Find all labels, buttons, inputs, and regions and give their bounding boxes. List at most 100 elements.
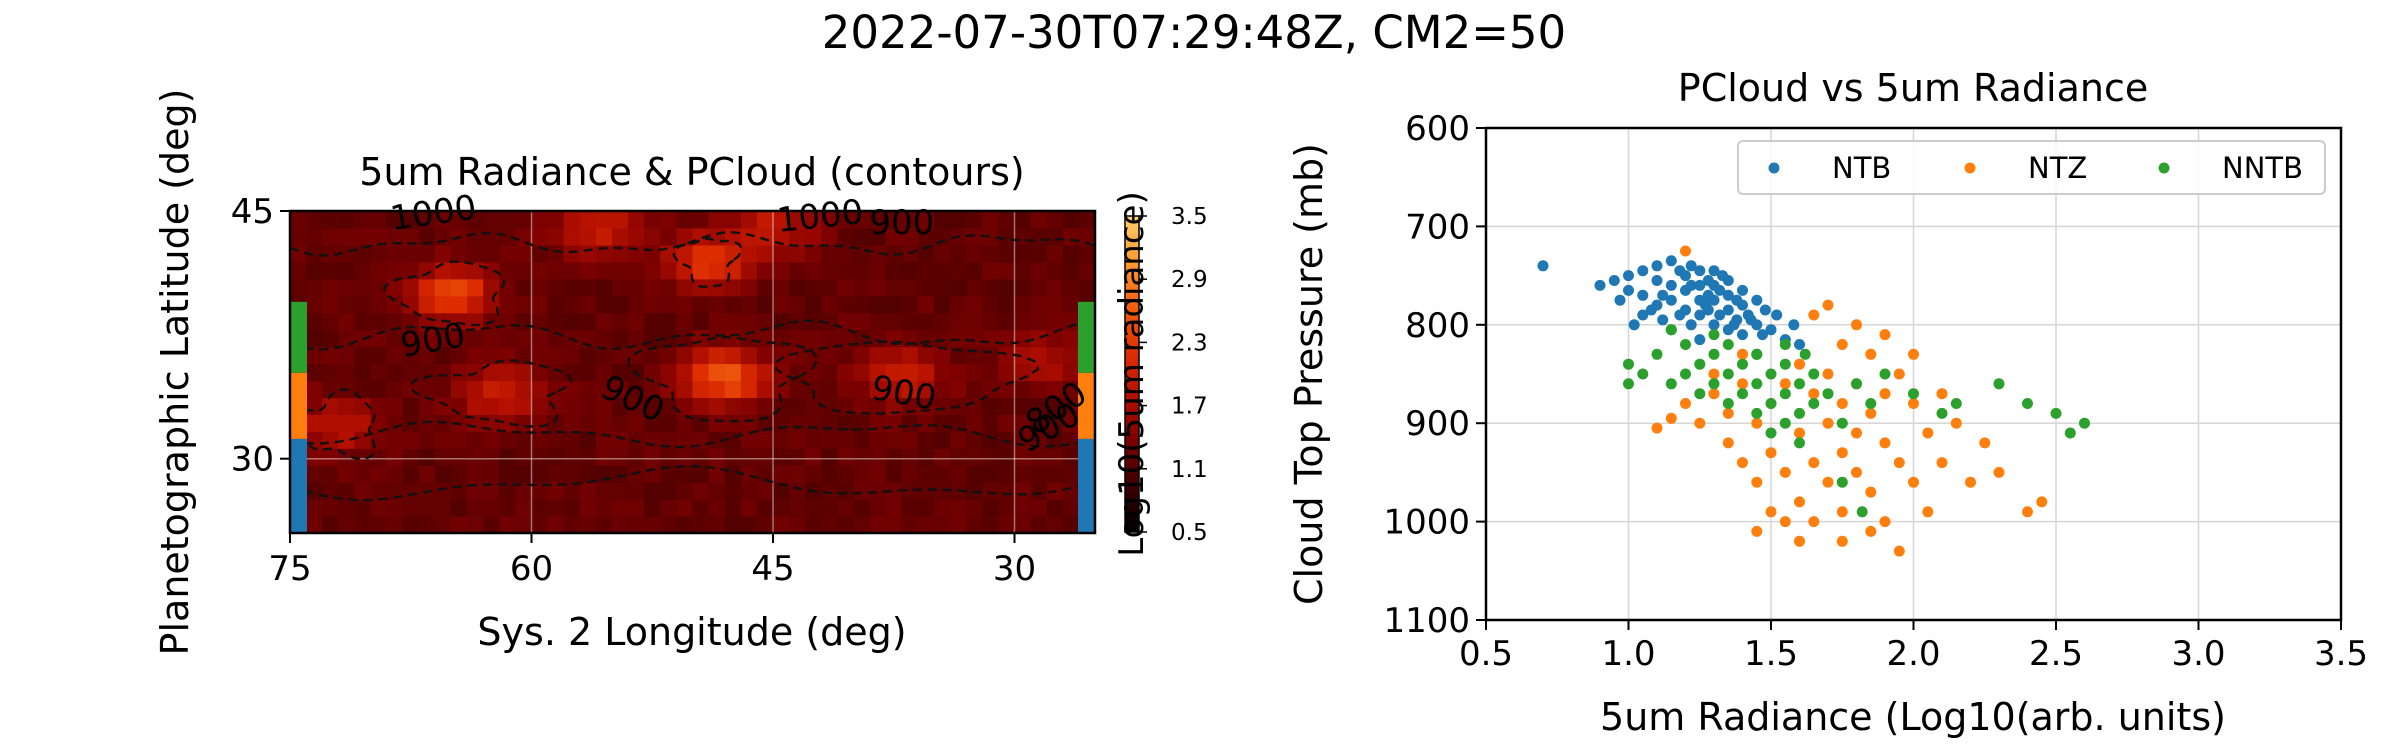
heatmap-cell (547, 431, 565, 449)
heatmap-cell (354, 295, 372, 314)
heatmap-cell (595, 380, 613, 399)
scatter-point (1794, 437, 1805, 449)
heatmap-cell (1078, 278, 1095, 297)
heatmap-cell (837, 397, 855, 415)
heatmap-cell (837, 329, 855, 348)
heatmap-cell (628, 482, 645, 500)
heatmap-cell (628, 516, 645, 533)
heatmap-cell (756, 431, 774, 449)
heatmap-cell (338, 414, 355, 432)
heatmap-cell (660, 227, 677, 246)
heatmap-cell (692, 346, 710, 365)
heatmap-cell (1014, 414, 1032, 432)
heatmap-cell (467, 380, 484, 399)
heatmap-cell (628, 448, 645, 466)
heatmap-cell (644, 448, 661, 466)
heatmap-cell (515, 499, 533, 517)
heatmap-cell (451, 261, 468, 280)
heatmap-cell (499, 414, 516, 432)
heatmap-cell (917, 227, 935, 246)
heatmap-cell (322, 414, 339, 432)
heatmap-cell (338, 211, 355, 229)
heatmap-cell (402, 448, 420, 466)
scatter-point (1722, 407, 1734, 419)
heatmap-cell (676, 363, 694, 382)
legend-label: NTZ (2028, 151, 2087, 185)
scatter-point (1694, 265, 1706, 277)
scatter-point (1765, 398, 1777, 409)
scatter-point (1794, 496, 1805, 508)
heatmap-cell (451, 329, 468, 348)
heatmap-cell (370, 380, 388, 399)
heatmap-cell (660, 295, 677, 314)
heatmap-cell (789, 346, 806, 365)
heatmap-cell (676, 244, 694, 263)
scatter-point (1822, 417, 1834, 429)
heatmap-cell (628, 261, 645, 280)
heatmap-cell (563, 380, 581, 399)
scatter-point (1765, 324, 1777, 336)
heatmap-cell (402, 363, 420, 382)
heatmap-cell (934, 397, 951, 415)
heatmap-cell (724, 499, 742, 517)
heatmap-cell (901, 499, 919, 517)
heatmap-cell (869, 227, 887, 246)
heatmap-cell (724, 278, 742, 297)
heatmap-cell (708, 414, 726, 432)
scatter-point (1836, 506, 1848, 518)
heatmap-cell (306, 414, 323, 432)
heatmap-cell (853, 431, 871, 449)
heatmap-cell (547, 312, 565, 331)
heatmap-cell (917, 312, 935, 331)
heatmap-cell (290, 278, 307, 297)
heatmap-cell (644, 244, 661, 263)
heatmap-cell (773, 380, 790, 399)
heatmap-cell (982, 278, 999, 297)
heatmap-cell (531, 346, 549, 365)
heatmap-cell (1030, 346, 1048, 365)
heatmap-cell (306, 465, 323, 483)
scatter-point (1808, 457, 1820, 469)
heatmap-cell (418, 499, 436, 517)
heatmap-cell (483, 261, 500, 280)
heatmap-cell (950, 278, 967, 297)
scatter-y-tick-label: 1000 (1383, 503, 1470, 543)
scatter-point (1717, 270, 1728, 282)
scatter-x-tick-label: 1.5 (1744, 634, 1798, 674)
heatmap-cell (676, 414, 694, 432)
heatmap-cell (644, 346, 661, 365)
heatmap-cell (773, 516, 790, 533)
heatmap-cell (756, 312, 774, 331)
heatmap-cells (290, 211, 1095, 533)
heatmap-cell (901, 278, 919, 297)
heatmap-cell (966, 499, 983, 517)
heatmap-cell (579, 346, 597, 365)
heatmap-cell (853, 261, 871, 280)
heatmap-cell (290, 227, 307, 246)
scatter-point (1822, 476, 1834, 488)
heatmap-cell (660, 278, 677, 297)
heatmap-cell (595, 499, 613, 517)
heatmap-cell (370, 482, 388, 500)
heatmap-cell (547, 363, 565, 382)
heatmap-cell (676, 346, 694, 365)
heatmap-cell (692, 448, 710, 466)
heatmap-cell (386, 380, 404, 399)
heatmap-cell (451, 482, 468, 500)
heatmap-cell (773, 295, 790, 314)
heatmap-cell (773, 465, 790, 483)
heatmap-cell (418, 312, 436, 331)
heatmap-cell (756, 482, 774, 500)
heatmap-cell (869, 312, 887, 331)
scatter-x-tick-label: 2.0 (1886, 634, 1940, 674)
heatmap-cell (821, 516, 838, 533)
scatter-point (1680, 398, 1691, 409)
scatter-point (1665, 294, 1677, 306)
heatmap-cell (1014, 278, 1032, 297)
heatmap-cell (901, 431, 919, 449)
heatmap-cell (740, 312, 758, 331)
heatmap-cell (451, 380, 468, 399)
heatmap-cell (917, 363, 935, 382)
heatmap-cell (869, 516, 887, 533)
heatmap-cell (1030, 211, 1048, 229)
